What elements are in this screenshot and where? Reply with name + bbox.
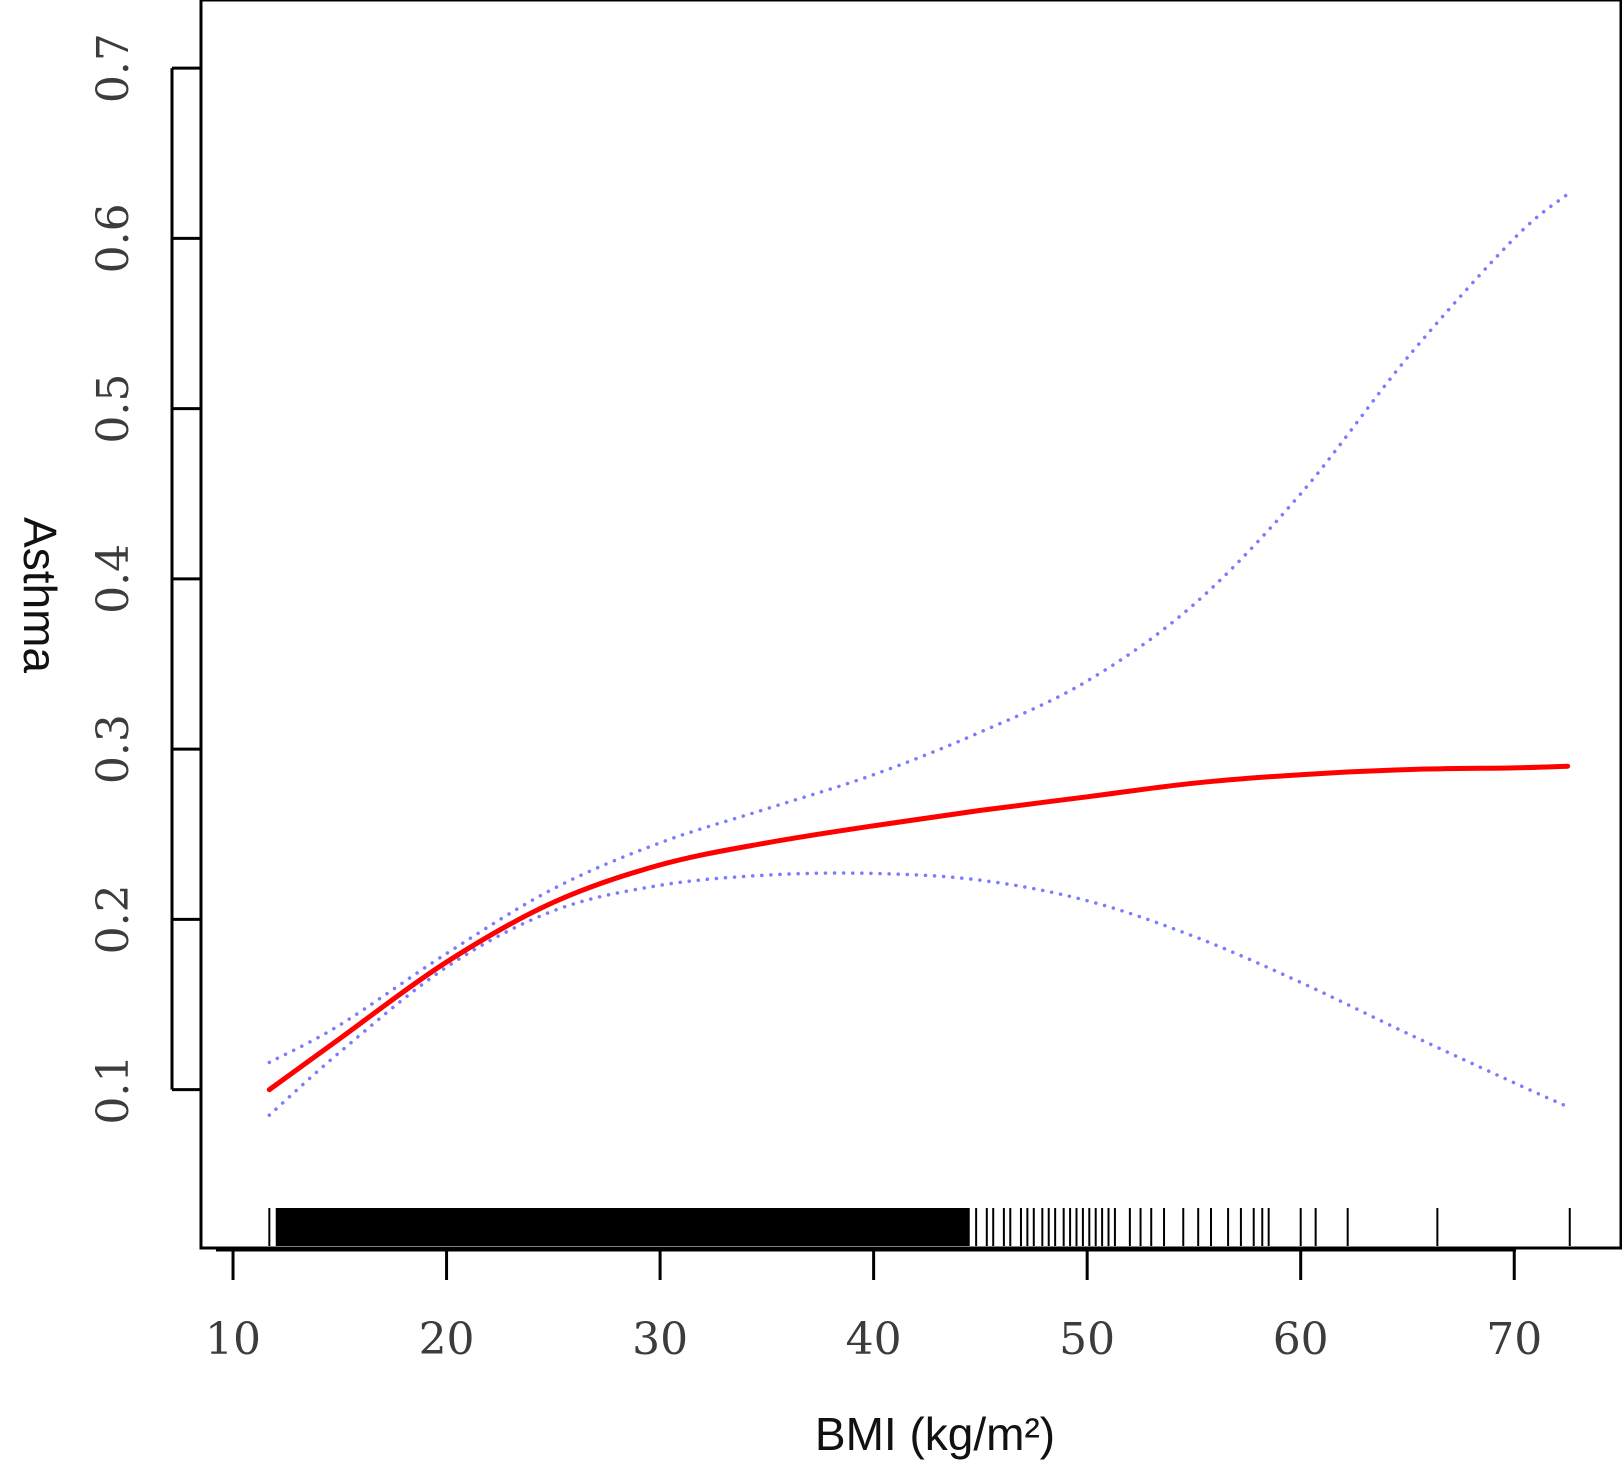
x-tick-label: 60	[1273, 1314, 1329, 1365]
y-tick-label: 0.3	[88, 714, 139, 784]
rug-marks	[268, 1208, 1571, 1246]
x-tick-label: 50	[1059, 1314, 1115, 1365]
x-tick-label: 10	[205, 1314, 261, 1365]
y-axis-title: Asthma	[14, 517, 66, 673]
y-tick-label: 0.2	[88, 884, 139, 954]
plot-frame	[199, 0, 1622, 1250]
confidence-band-line	[267, 192, 1570, 1065]
series-lines	[266, 192, 1571, 1117]
x-axis-title: BMI (kg/m²)	[815, 1408, 1055, 1460]
y-tick-label: 0.7	[88, 33, 139, 103]
confidence-band-line	[267, 871, 1570, 1117]
x-tick-label: 40	[846, 1314, 902, 1365]
x-tick-label: 30	[632, 1314, 688, 1365]
x-tick-label: 20	[419, 1314, 475, 1365]
y-tick-label: 0.1	[88, 1055, 139, 1125]
y-tick-label: 0.4	[88, 544, 139, 614]
rug-dense-band	[275, 1208, 970, 1246]
y-tick-label: 0.5	[88, 374, 139, 444]
y-tick-label: 0.6	[88, 203, 139, 273]
fitted-curve-line	[266, 763, 1571, 1093]
x-axis: 10 20 30 40 50 60 70	[205, 1248, 1542, 1365]
y-axis: 0.1 0.2 0.3 0.4 0.5 0.6 0.7	[88, 33, 201, 1125]
x-tick-label: 70	[1486, 1314, 1542, 1365]
